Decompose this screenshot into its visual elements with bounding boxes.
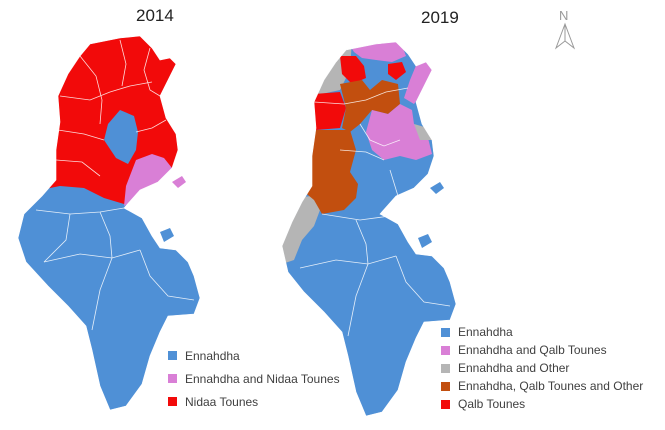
- legend-swatch: [441, 399, 450, 409]
- region-2019-ennahdha-tunis: [372, 60, 388, 78]
- region-2019-orange-west: [302, 130, 358, 214]
- legend-swatch: [441, 327, 450, 337]
- legend-item: Ennahdha: [168, 344, 340, 367]
- legend-swatch: [168, 351, 177, 360]
- legend-label: Ennahdha: [185, 348, 240, 363]
- legend-swatch: [168, 374, 177, 383]
- legend-label: Ennahdha: [458, 325, 513, 339]
- legend-item: Ennahdha, Qalb Tounes and Other: [441, 377, 643, 395]
- legend-label: Qalb Tounes: [458, 397, 526, 411]
- legend-swatch: [168, 397, 177, 406]
- legend-item: Nidaa Tounes: [168, 390, 340, 413]
- region-2014-ennahdha-center: [104, 110, 138, 164]
- outline-2019: [281, 41, 457, 417]
- legend-label: Ennahdha and Nidaa Tounes: [185, 371, 340, 386]
- legend-swatch: [441, 345, 450, 355]
- legend-label: Ennahdha, Qalb Tounes and Other: [458, 379, 644, 393]
- djerba-2019: [418, 234, 432, 248]
- region-2019-red-north: [340, 56, 366, 84]
- map-title-2019: 2019: [421, 8, 459, 27]
- north-letter: N: [559, 8, 569, 23]
- region-2019-red-northeast: [388, 62, 406, 80]
- legend-swatch: [441, 363, 450, 373]
- north-arrow-shape: [554, 22, 576, 50]
- region-2019-red-west: [310, 92, 346, 130]
- legend-item: Ennahdha: [441, 323, 643, 341]
- region-2019-pink-sahel: [366, 104, 432, 160]
- region-2019-orange-north: [340, 80, 400, 132]
- kerkennah-2014: [172, 176, 186, 188]
- outline-2014: [17, 35, 201, 411]
- map-title-2014: 2014: [136, 6, 174, 25]
- legend-label: Ennahdha and Other: [458, 361, 570, 375]
- legend-label: Nidaa Tounes: [185, 394, 259, 409]
- legend-item: Ennahdha and Nidaa Tounes: [168, 367, 340, 390]
- legend-2014: Ennahdha Ennahdha and Nidaa Tounes Nidaa…: [168, 344, 340, 413]
- north-arrow-icon: N: [550, 8, 580, 52]
- legend-swatch: [441, 381, 450, 391]
- legend-item: Ennahdha and Other: [441, 359, 643, 377]
- legend-label: Ennahdha and Qalb Tounes: [458, 343, 607, 357]
- kerkennah-2019: [430, 182, 444, 194]
- region-2014-mixed-sahel: [124, 154, 172, 206]
- djerba-2014: [160, 228, 174, 242]
- legend-item: Ennahdha and Qalb Tounes: [441, 341, 643, 359]
- legend-item: Qalb Tounes: [441, 395, 643, 413]
- legend-2019: Ennahdha Ennahdha and Qalb Tounes Ennahd…: [441, 323, 643, 413]
